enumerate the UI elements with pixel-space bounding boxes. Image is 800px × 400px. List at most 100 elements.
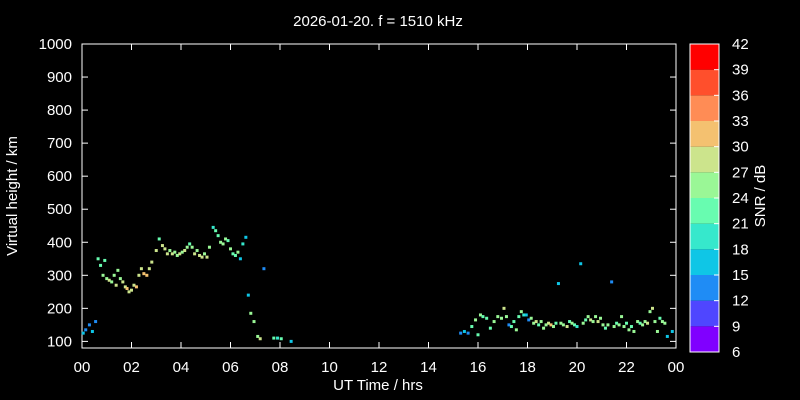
data-point [103, 258, 107, 262]
data-point [214, 229, 218, 233]
plot-frame [81, 43, 677, 349]
data-point [142, 272, 146, 276]
data-point [601, 323, 605, 327]
data-point [559, 321, 563, 325]
y-tick-label: 900 [47, 69, 72, 86]
data-point [123, 285, 127, 289]
data-point [190, 245, 194, 249]
data-point [542, 326, 546, 330]
data-point [660, 320, 664, 324]
data-point [537, 323, 541, 327]
data-point [591, 320, 595, 324]
data-point [165, 252, 169, 256]
data-point [665, 334, 669, 338]
data-point [629, 325, 633, 329]
data-point [94, 320, 98, 324]
x-tick-label: 22 [618, 359, 635, 376]
data-point [622, 325, 626, 329]
data-point [168, 249, 172, 253]
data-point [522, 313, 526, 317]
data-point [226, 239, 230, 243]
data-point [470, 325, 474, 329]
data-point [594, 315, 598, 319]
data-point [612, 325, 616, 329]
data-point [107, 278, 111, 282]
data-point [632, 329, 636, 333]
data-point [198, 253, 202, 257]
data-point [224, 237, 228, 241]
x-tick-label: 18 [519, 359, 536, 376]
data-point [641, 323, 645, 327]
data-point [193, 252, 197, 256]
data-point [289, 339, 293, 343]
data-point [561, 323, 565, 327]
colorbar-tick-label: 24 [732, 190, 749, 207]
data-point [188, 242, 192, 246]
data-point [474, 318, 478, 322]
data-point [147, 267, 151, 271]
data-point [238, 257, 242, 261]
colorbar-segment [690, 326, 719, 352]
data-point [125, 287, 129, 291]
data-point [258, 337, 262, 341]
data-point [90, 329, 94, 333]
colorbar-segment [690, 146, 719, 173]
colorbar: 6 9 12 15 18 21 24 27 30 33 36 39 42 [689, 36, 749, 361]
data-point [573, 323, 577, 327]
data-point [638, 321, 642, 325]
colorbar-tick-label: 33 [732, 113, 749, 130]
data-point [279, 337, 283, 341]
data-point [170, 252, 174, 256]
colorbar-tick-label: 39 [732, 62, 749, 79]
data-point [145, 273, 149, 277]
data-point [478, 313, 482, 317]
data-point [195, 249, 199, 253]
data-point [231, 252, 235, 256]
colorbar-segment [690, 223, 719, 250]
colorbar-tick-label: 36 [732, 87, 749, 104]
colorbar-segment [690, 95, 719, 121]
data-point [579, 262, 583, 266]
y-axis-title: Virtual height / km [4, 136, 21, 256]
data-point [485, 316, 489, 320]
data-point [137, 273, 141, 277]
data-point [205, 255, 209, 259]
x-tick-label: 20 [569, 359, 586, 376]
data-point [160, 244, 164, 248]
x-tick-label: 16 [470, 359, 487, 376]
data-point [105, 277, 109, 281]
colorbar-tick-label: 21 [732, 216, 749, 233]
data-point [603, 326, 607, 330]
data-point [118, 277, 122, 281]
colorbar-tick-label: 9 [732, 318, 740, 335]
data-point [625, 321, 628, 325]
x-tick-label: 06 [222, 359, 239, 376]
data-point [233, 253, 237, 257]
data-point [492, 320, 496, 324]
data-point [462, 329, 466, 333]
data-point [130, 288, 133, 292]
data-point [132, 283, 136, 287]
data-point [643, 320, 647, 324]
x-tick-label: 02 [123, 359, 140, 376]
data-point [655, 329, 659, 333]
colorbar-segment [690, 198, 719, 224]
data-points [81, 225, 674, 343]
data-point [658, 316, 662, 320]
colorbar-segment [690, 69, 719, 96]
data-point [570, 321, 574, 325]
data-point [272, 336, 276, 340]
data-point [584, 318, 588, 322]
data-point [200, 255, 204, 259]
data-point [121, 280, 125, 284]
data-point [87, 323, 91, 327]
y-tick-label: 800 [47, 102, 72, 119]
data-point [627, 328, 631, 332]
data-point [527, 318, 531, 322]
colorbar-tick-label: 12 [732, 293, 749, 310]
colorbar-tick-label: 42 [732, 36, 749, 53]
y-axis: 100 200 300 400 500 600 700 800 900 1000 [39, 36, 676, 350]
data-point [599, 316, 603, 320]
data-point [544, 323, 548, 327]
data-point [670, 329, 674, 333]
